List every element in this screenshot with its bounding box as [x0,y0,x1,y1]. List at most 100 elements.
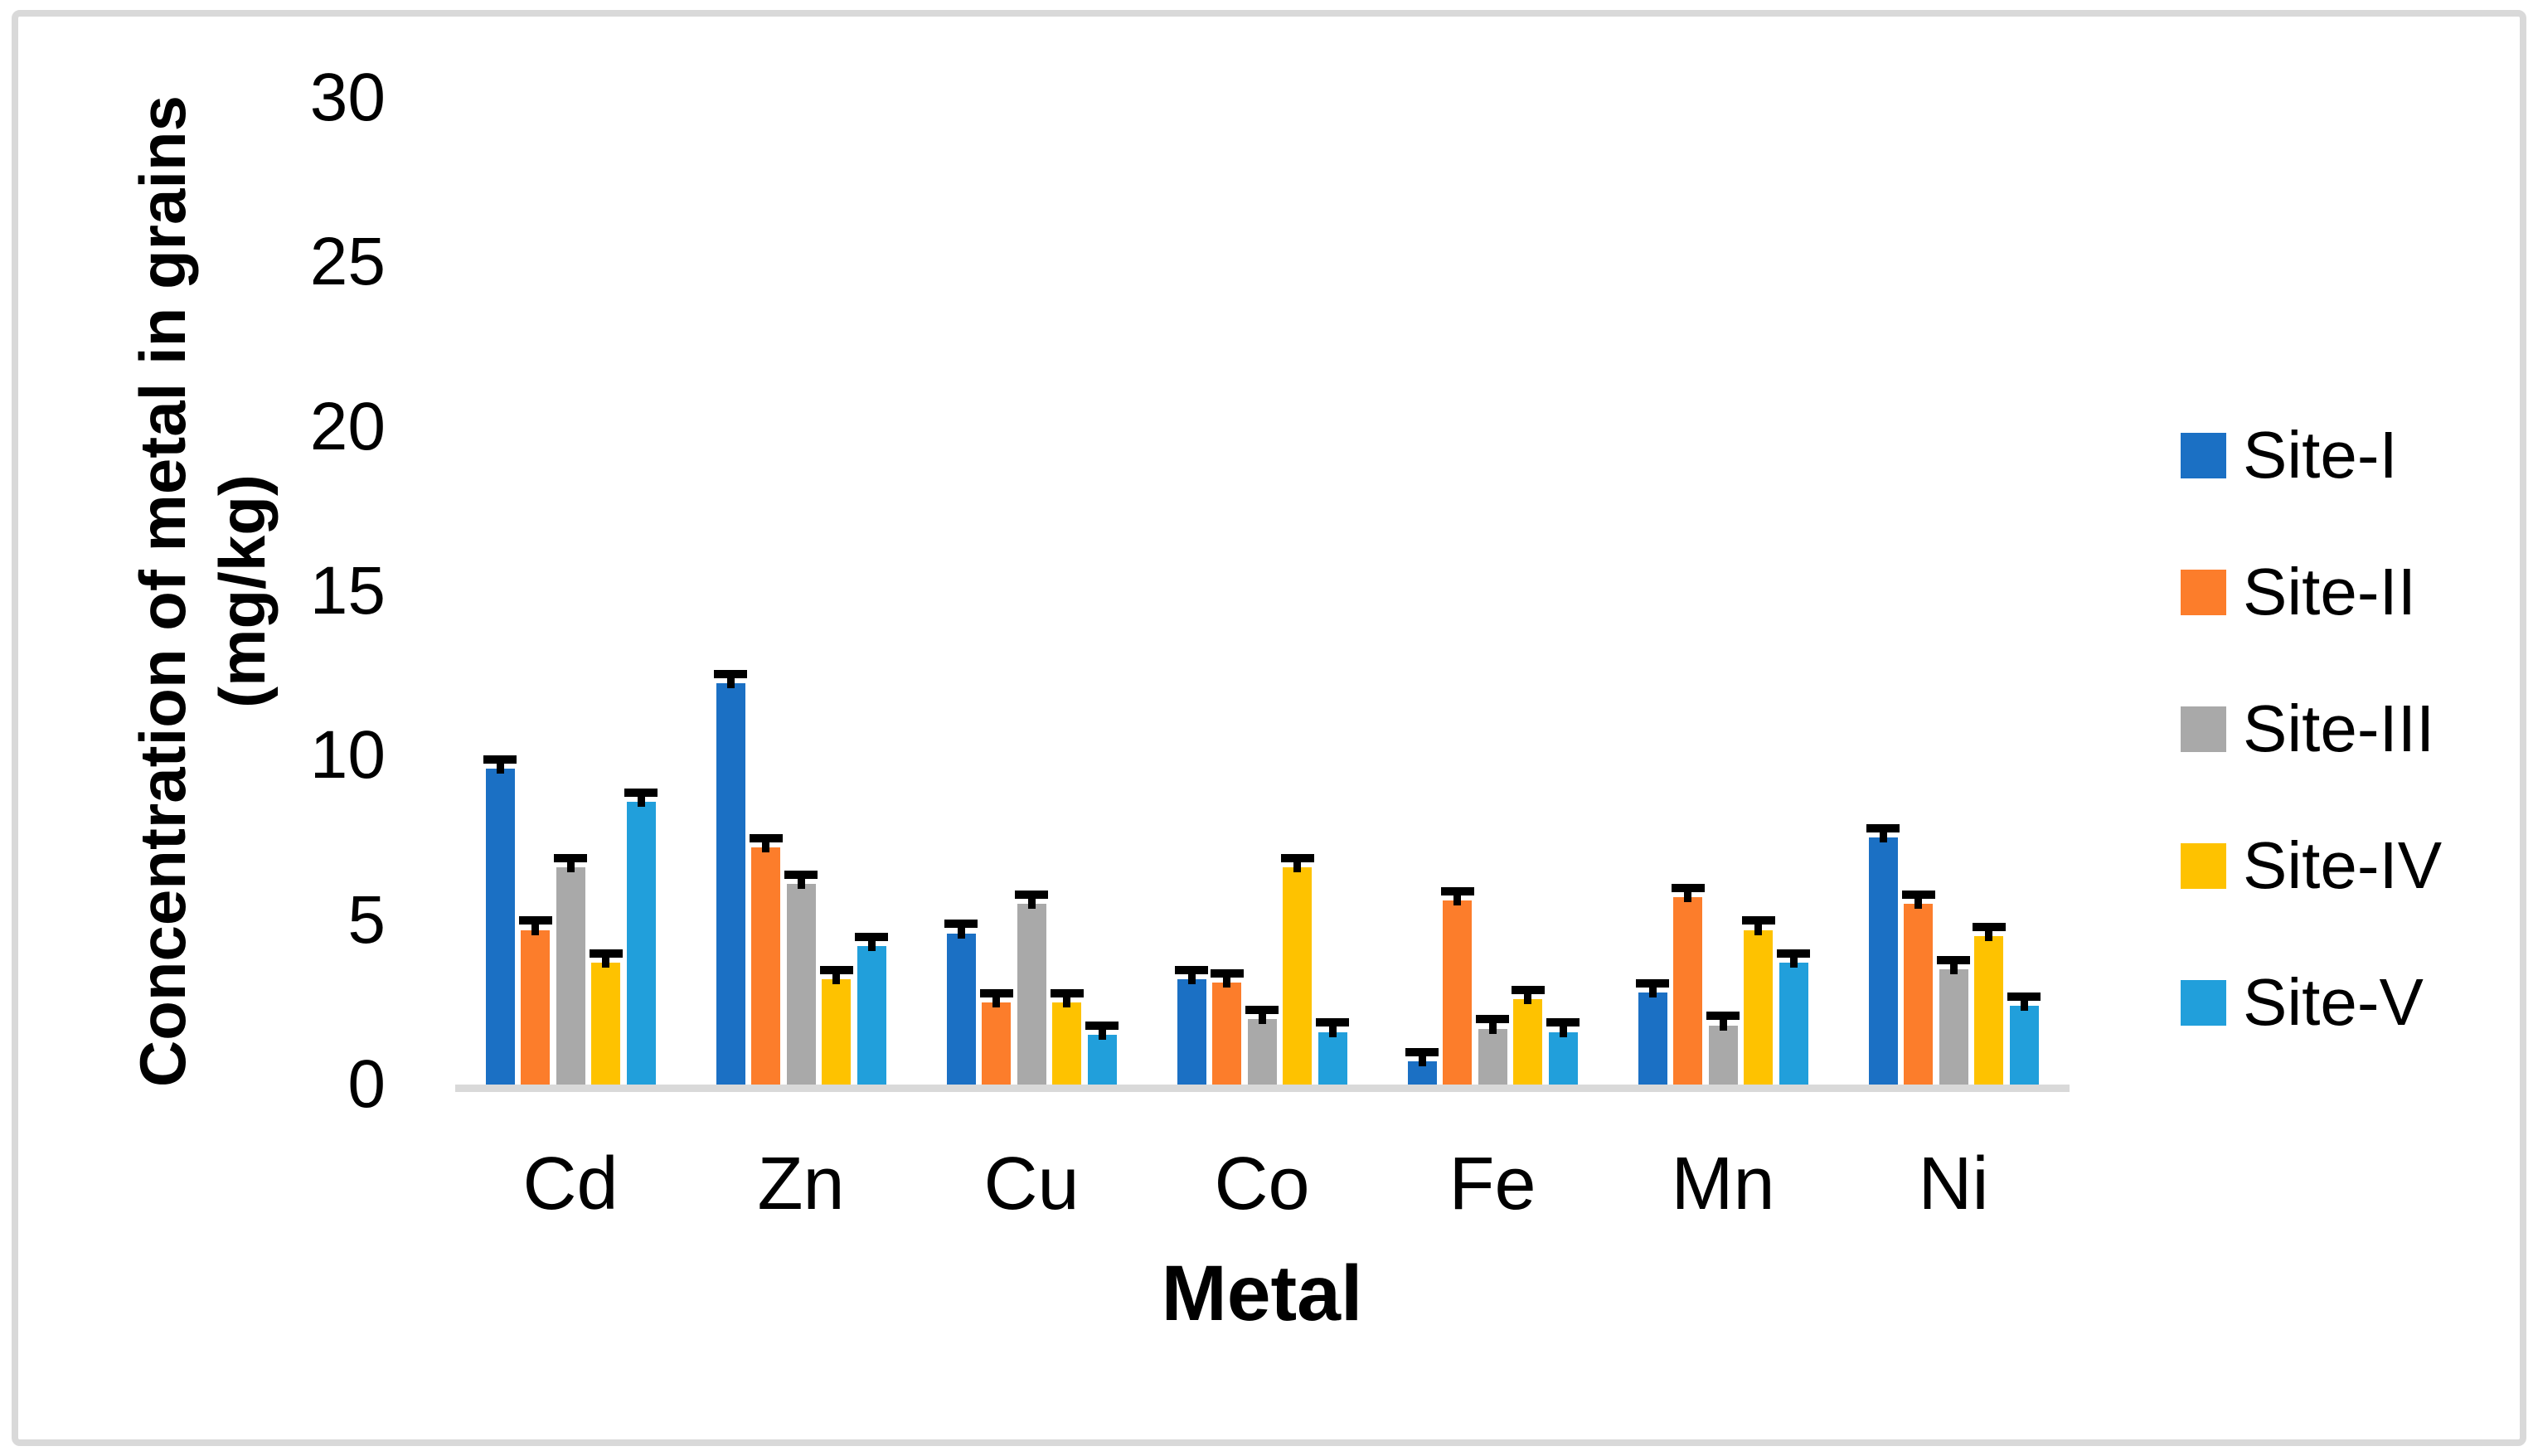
x-category-label-Fe: Fe [1449,1143,1536,1225]
bar-Co-Site-V [1318,1031,1347,1085]
error-bar-stem-Cd-Site-I [496,760,504,774]
legend-swatch-Site-II [2181,569,2226,615]
bar-Fe-Site-IV [1513,998,1542,1085]
error-bar-cap-Mn-Site-V [1777,949,1810,959]
error-bar-stem-Ni-Site-I [1879,828,1887,843]
error-bar-stem-Zn-Site-III [797,874,805,890]
error-bar-cap-Zn-Site-I [714,669,747,678]
error-bar-cap-Ni-Site-V [2007,992,2041,1001]
y-tick-label-15: 15 [309,552,386,629]
bar-Cu-Site-I [946,933,976,1085]
bar-Ni-Site-I [1868,837,1898,1085]
legend-label-Site-IV: Site-IV [2243,828,2443,902]
x-axis-line [455,1085,2070,1092]
bar-Fe-Site-II [1443,900,1472,1085]
x-category-label-Mn: Mn [1671,1143,1775,1225]
bar-Mn-Site-IV [1744,929,1773,1085]
error-bar-stem-Cu-Site-IV [1063,993,1070,1007]
error-bar-cap-Zn-Site-IV [819,965,853,974]
bar-Ni-Site-V [2009,1005,2039,1085]
error-bar-stem-Mn-Site-I [1648,983,1657,997]
error-bar-stem-Fe-Site-V [1559,1022,1567,1037]
figure-border [12,10,2526,1446]
y-tick-label-30: 30 [309,59,386,135]
error-bar-cap-Zn-Site-II [749,834,783,843]
bar-Cd-Site-III [556,867,585,1085]
error-bar-stem-Cu-Site-I [957,924,965,939]
error-bar-cap-Co-Site-III [1245,1005,1279,1014]
error-bar-stem-Ni-Site-III [1949,960,1958,975]
error-bar-stem-Mn-Site-II [1684,887,1691,902]
bar-Zn-Site-IV [822,979,851,1085]
legend-swatch-Site-V [2181,979,2226,1026]
bar-Cu-Site-II [982,1002,1011,1085]
legend-label-Site-I: Site-I [2243,418,2398,492]
error-bar-stem-Co-Site-III [1258,1009,1266,1024]
x-category-label-Cd: Cd [522,1143,619,1225]
error-bar-stem-Zn-Site-IV [832,969,840,985]
error-bar-stem-Fe-Site-IV [1524,989,1531,1004]
error-bar-stem-Mn-Site-IV [1754,920,1762,935]
bar-Fe-Site-V [1548,1031,1578,1085]
y-tick-label-20: 20 [309,388,386,464]
error-bar-cap-Cd-Site-IV [589,949,623,959]
error-bar-cap-Cu-Site-I [944,920,978,929]
y-tick-label-25: 25 [309,224,386,300]
error-bar-cap-Mn-Site-IV [1741,916,1775,925]
y-tick-label-5: 5 [347,881,386,958]
bar-Zn-Site-V [857,946,886,1085]
bar-Mn-Site-II [1673,896,1702,1085]
error-bar-stem-Zn-Site-I [726,673,735,689]
y-tick-label-0: 0 [347,1046,386,1122]
error-bar-stem-Cu-Site-V [1098,1026,1106,1041]
legend-label-Site-II: Site-II [2243,555,2416,629]
error-bar-stem-Fe-Site-II [1453,891,1461,905]
error-bar-stem-Mn-Site-V [1789,954,1798,968]
error-bar-cap-Mn-Site-I [1636,978,1669,988]
bar-Ni-Site-III [1939,969,1968,1085]
error-bar-stem-Zn-Site-II [762,838,769,853]
error-bar-cap-Fe-Site-II [1440,886,1474,895]
bar-Co-Site-I [1177,979,1206,1085]
error-bar-stem-Ni-Site-V [2020,996,2028,1011]
error-bar-cap-Ni-Site-III [1937,956,1970,965]
bar-Cd-Site-I [485,769,515,1085]
bar-Mn-Site-III [1708,1025,1738,1085]
error-bar-cap-Mn-Site-III [1706,1012,1740,1021]
error-bar-cap-Ni-Site-I [1866,824,1900,833]
error-bar-cap-Fe-Site-I [1405,1048,1439,1057]
error-bar-stem-Co-Site-I [1187,969,1196,985]
bar-Zn-Site-III [786,884,816,1085]
error-bar-cap-Cd-Site-V [624,788,658,797]
error-bar-stem-Mn-Site-III [1719,1016,1727,1031]
x-category-label-Cu: Cu [983,1143,1080,1225]
error-bar-cap-Zn-Site-III [784,870,818,879]
error-bar-stem-Cd-Site-III [566,858,575,873]
legend-label-Site-V: Site-V [2243,965,2424,1039]
bar-Ni-Site-II [1904,903,1933,1085]
error-bar-cap-Co-Site-II [1210,968,1244,978]
error-bar-stem-Cu-Site-III [1027,894,1036,909]
x-category-label-Co: Co [1214,1143,1310,1225]
error-bar-cap-Cd-Site-II [518,916,552,925]
legend-swatch-Site-III [2181,706,2226,752]
error-bar-cap-Co-Site-V [1316,1018,1349,1027]
bar-Cd-Site-II [521,929,550,1085]
error-bar-stem-Fe-Site-I [1418,1052,1426,1067]
x-category-label-Zn: Zn [757,1143,845,1225]
error-bar-cap-Zn-Site-V [855,933,888,942]
bar-Cu-Site-IV [1052,1002,1081,1085]
error-bar-cap-Fe-Site-V [1546,1018,1580,1027]
error-bar-cap-Ni-Site-IV [1972,923,2006,932]
error-bar-stem-Cd-Site-V [637,792,645,807]
x-category-label-Ni: Ni [1918,1143,1989,1225]
bar-Co-Site-II [1212,983,1241,1085]
error-bar-stem-Zn-Site-V [867,937,876,952]
error-bar-cap-Mn-Site-II [1671,883,1705,892]
error-bar-cap-Fe-Site-III [1476,1015,1509,1024]
bar-Zn-Site-II [751,847,780,1085]
error-bar-stem-Cu-Site-II [992,993,1000,1007]
bar-Cu-Site-V [1087,1035,1117,1085]
error-bar-cap-Co-Site-IV [1280,854,1314,863]
bar-Mn-Site-V [1779,963,1808,1085]
